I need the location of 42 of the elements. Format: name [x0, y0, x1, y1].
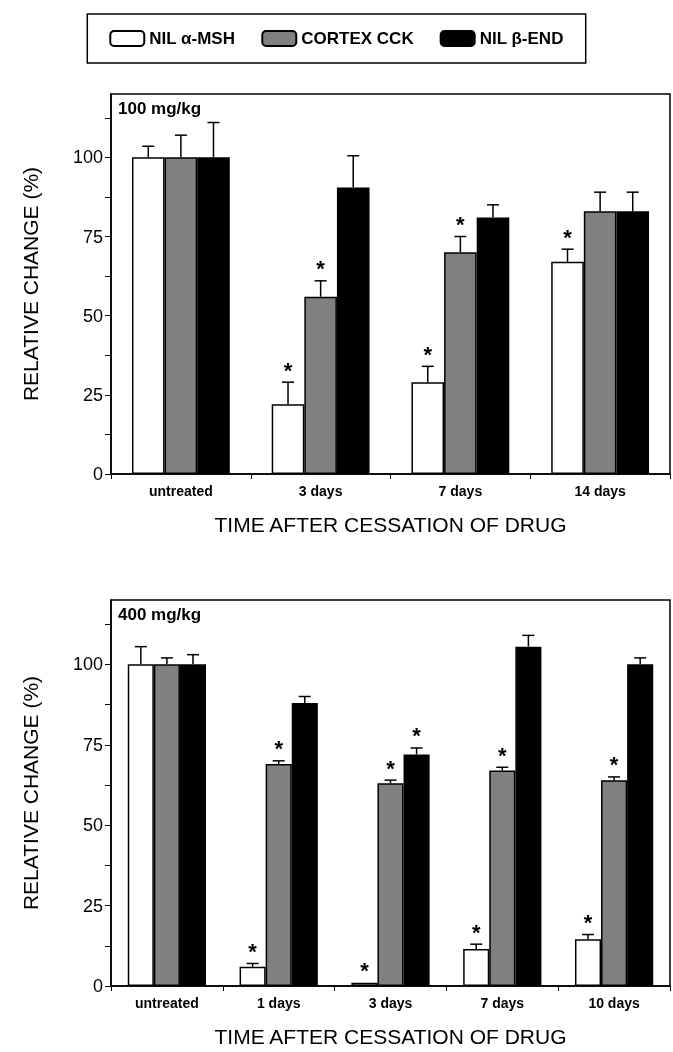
y-tick-label: 50: [82, 305, 103, 326]
x-tick-label: untreated: [135, 995, 199, 1011]
y-tick-label: 100: [72, 654, 103, 675]
x-axis-title: TIME AFTER CESSATION OF DRUG: [214, 1025, 567, 1048]
data-label: *: [316, 256, 326, 282]
data-label: *: [386, 755, 396, 781]
data-label: *: [583, 910, 593, 936]
data-label: *: [360, 958, 370, 984]
y-tick-label: 50: [82, 815, 103, 836]
x-tick-label: untreated: [148, 483, 213, 499]
data-label: *: [609, 752, 619, 778]
y-axis-title: RELATIVE CHANGE (%): [19, 166, 42, 402]
x-tick-label: 7 days: [438, 483, 483, 499]
data-label: *: [412, 723, 422, 749]
annotation: 100 mg/kg: [118, 99, 202, 118]
x-axis-title: TIME AFTER CESSATION OF DRUG: [214, 513, 567, 536]
y-tick-label: 75: [82, 226, 103, 247]
data-label: *: [471, 919, 481, 945]
data-label: *: [498, 742, 508, 768]
x-tick-label: 1 days: [256, 995, 301, 1011]
x-tick-label: 14 days: [574, 483, 627, 499]
y-tick-label: 0: [92, 464, 103, 484]
legend-label: NIL α-MSH: [149, 29, 235, 48]
data-label: *: [274, 736, 284, 762]
x-tick-label: 10 days: [588, 995, 640, 1011]
y-tick-label: 25: [82, 895, 103, 916]
y-tick-label: 25: [82, 384, 103, 405]
legend-label: NIL β-END: [479, 29, 564, 48]
legend-label: CORTEX CCK: [301, 29, 415, 48]
annotation: 400 mg/kg: [118, 605, 202, 624]
data-label: *: [248, 938, 258, 964]
y-tick-label: 0: [92, 976, 103, 996]
y-tick-label: 100: [72, 147, 103, 168]
data-label: *: [423, 341, 433, 367]
data-label: *: [456, 212, 466, 237]
y-tick-label: 75: [82, 734, 103, 755]
y-axis-title: RELATIVE CHANGE (%): [19, 675, 42, 911]
x-tick-label: 3 days: [298, 483, 343, 499]
x-tick-label: 7 days: [480, 995, 525, 1011]
x-tick-label: 3 days: [368, 995, 413, 1011]
data-label: *: [283, 357, 293, 383]
data-label: *: [563, 224, 573, 250]
